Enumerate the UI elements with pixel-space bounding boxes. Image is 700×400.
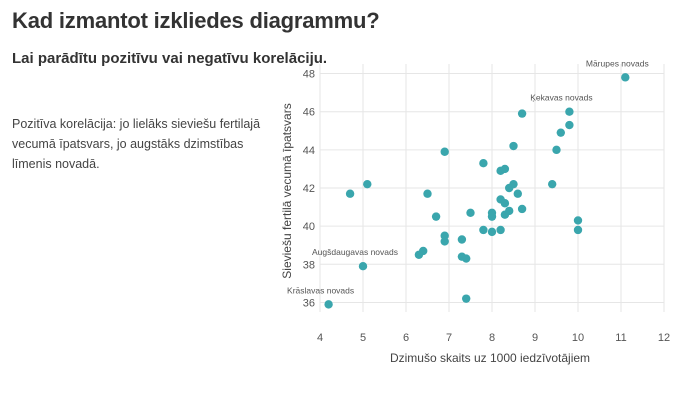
x-tick-label: 5 bbox=[360, 332, 366, 344]
page-subtitle: Lai parādītu pozitīvu vai negatīvu korel… bbox=[12, 50, 328, 67]
x-tick-label: 8 bbox=[489, 332, 495, 344]
y-tick-label: 36 bbox=[303, 297, 315, 309]
point-annotation: Ķekavas novads bbox=[530, 93, 592, 103]
y-tick-label: 48 bbox=[303, 69, 315, 81]
point-annotation: Krāslavas novads bbox=[287, 285, 354, 295]
data-point bbox=[462, 254, 471, 263]
y-tick-label: 46 bbox=[303, 107, 315, 119]
y-tick-label: 42 bbox=[303, 183, 315, 195]
y-tick-label: 38 bbox=[303, 259, 315, 271]
x-tick-label: 9 bbox=[532, 332, 538, 344]
y-tick-label: 44 bbox=[303, 145, 315, 157]
x-tick-label: 4 bbox=[317, 332, 323, 344]
data-point bbox=[462, 294, 471, 303]
data-point bbox=[573, 225, 583, 235]
data-point bbox=[440, 237, 449, 246]
y-axis-title: Sieviešu fertilā vecumā īpatsvars bbox=[280, 103, 294, 278]
data-point bbox=[556, 128, 565, 137]
description-text: Pozitīva korelācija: jo lielāks sieviešu… bbox=[12, 117, 261, 171]
x-tick-label: 6 bbox=[403, 332, 409, 344]
data-point bbox=[358, 262, 368, 271]
x-axis-title: Dzimušo skaits uz 1000 iedzīvotājiem bbox=[390, 351, 590, 365]
data-point bbox=[431, 212, 441, 221]
data-point bbox=[479, 225, 488, 235]
data-point bbox=[440, 147, 449, 156]
point-annotations: Mārupes novads Ķekavas novads Augšdaugavas… bbox=[287, 58, 649, 295]
data-point bbox=[324, 300, 333, 309]
data-point bbox=[500, 164, 510, 174]
data-point bbox=[457, 235, 467, 244]
data-point bbox=[479, 159, 488, 168]
data-point bbox=[466, 208, 475, 217]
data-point bbox=[517, 204, 527, 214]
x-tick-label: 11 bbox=[615, 332, 626, 344]
data-point bbox=[500, 210, 510, 219]
point-annotation: Mārupes novads bbox=[586, 58, 649, 68]
data-point bbox=[505, 183, 514, 193]
data-point bbox=[548, 179, 557, 189]
data-point bbox=[573, 216, 583, 225]
axis-ticks: 4 5 6 7 8 9 10 11 12 36 38 40 42 44 46 48 bbox=[303, 69, 670, 344]
point-annotation: Augšdaugavas novads bbox=[312, 247, 398, 257]
data-point bbox=[500, 199, 510, 208]
data-point bbox=[552, 145, 561, 155]
data-point bbox=[513, 189, 522, 198]
y-tick-label: 40 bbox=[303, 221, 315, 233]
data-point bbox=[496, 225, 505, 235]
data-point bbox=[487, 227, 497, 237]
data-point bbox=[487, 212, 497, 221]
data-point bbox=[565, 107, 574, 116]
page-title: Kad izmantot izkliedes diagrammu? bbox=[12, 8, 380, 33]
data-point bbox=[414, 250, 424, 259]
x-tick-label: 12 bbox=[658, 332, 670, 344]
x-tick-label: 7 bbox=[446, 332, 452, 344]
data-point bbox=[363, 179, 372, 189]
data-point bbox=[621, 73, 630, 82]
data-point bbox=[565, 120, 574, 130]
data-point bbox=[423, 189, 432, 198]
data-point bbox=[345, 189, 355, 198]
x-tick-label: 10 bbox=[572, 332, 584, 344]
data-points bbox=[324, 73, 630, 309]
data-point bbox=[509, 141, 518, 151]
grid-lines bbox=[319, 64, 665, 312]
data-point bbox=[517, 109, 527, 118]
